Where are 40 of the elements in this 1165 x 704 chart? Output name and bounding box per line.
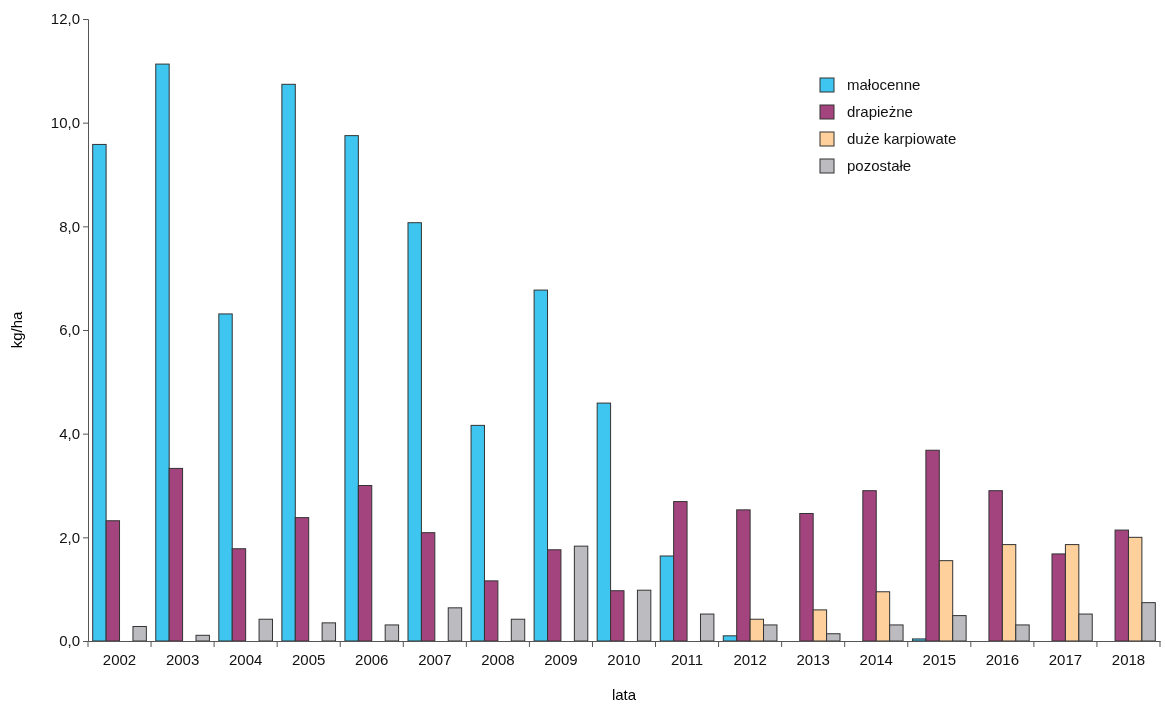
bar xyxy=(321,622,337,642)
x-tick-label: 2014 xyxy=(859,650,893,668)
bar xyxy=(699,613,715,642)
legend-label: małocenne xyxy=(847,76,921,93)
y-tick-label: 12,0 xyxy=(50,10,80,28)
x-tick-label: 2011 xyxy=(670,650,704,668)
x-tick-label: 2006 xyxy=(355,650,389,668)
bar xyxy=(447,607,463,642)
x-axis-title: lata xyxy=(611,686,637,703)
x-tick-label: 2002 xyxy=(102,650,137,668)
y-tick-label: 2,0 xyxy=(59,528,80,546)
y-tick-label: 6,0 xyxy=(59,321,80,339)
x-tick-label: 2004 xyxy=(228,650,263,668)
x-tick-label: 2009 xyxy=(544,650,578,668)
x-tick-label: 2015 xyxy=(922,650,956,668)
legend-label: duże karpiowate xyxy=(847,130,957,147)
x-tick-label: 2016 xyxy=(985,650,1020,668)
x-tick-label: 2005 xyxy=(292,650,326,668)
x-tick-label: 2008 xyxy=(481,650,515,668)
x-tick-label: 2003 xyxy=(165,650,200,668)
x-tick-label: 2018 xyxy=(1111,650,1146,668)
y-tick-label: 8,0 xyxy=(59,217,80,235)
bar xyxy=(573,545,589,642)
bar xyxy=(636,589,652,642)
x-tick-label: 2007 xyxy=(418,650,452,668)
bar xyxy=(384,624,400,642)
x-tick-label: 2013 xyxy=(796,650,830,668)
bar xyxy=(132,625,147,642)
y-tick-label: 4,0 xyxy=(59,424,80,442)
bar xyxy=(195,634,210,642)
y-axis-title: kg/ha xyxy=(8,311,25,349)
legend-label: pozostałe xyxy=(847,157,912,174)
legend-label: drapieżne xyxy=(847,103,913,120)
x-tick-label: 2017 xyxy=(1048,650,1083,668)
x-tick-label: 2010 xyxy=(607,650,641,668)
y-tick-label: 0,0 xyxy=(59,632,80,650)
bar xyxy=(258,618,273,642)
bar xyxy=(510,618,526,642)
x-tick-label: 2012 xyxy=(733,650,767,668)
y-tick-label: 10,0 xyxy=(50,113,80,131)
